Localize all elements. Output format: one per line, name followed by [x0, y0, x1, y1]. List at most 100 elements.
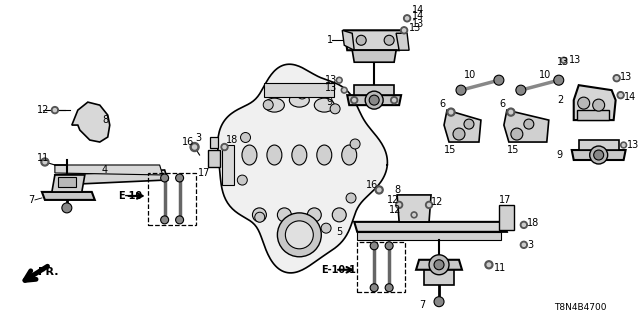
Text: 14: 14: [412, 11, 424, 21]
Circle shape: [622, 144, 625, 146]
Polygon shape: [416, 260, 462, 270]
Circle shape: [341, 87, 348, 93]
Text: 16: 16: [366, 180, 378, 190]
Text: E-10-1: E-10-1: [321, 265, 356, 275]
Circle shape: [385, 242, 393, 250]
Text: 6: 6: [499, 99, 505, 109]
Polygon shape: [577, 110, 609, 120]
Text: E-10: E-10: [118, 191, 142, 201]
Circle shape: [428, 203, 431, 206]
Circle shape: [447, 108, 455, 116]
Circle shape: [330, 104, 340, 114]
Circle shape: [255, 212, 265, 222]
Polygon shape: [209, 137, 218, 148]
Circle shape: [336, 77, 342, 83]
Polygon shape: [424, 270, 454, 285]
Polygon shape: [352, 50, 396, 62]
Polygon shape: [579, 140, 619, 150]
Text: T8N4B4700: T8N4B4700: [554, 303, 606, 312]
Circle shape: [287, 230, 296, 240]
Circle shape: [615, 76, 618, 80]
Circle shape: [62, 203, 72, 213]
Circle shape: [392, 99, 396, 102]
Text: 10: 10: [464, 70, 476, 80]
Circle shape: [509, 110, 513, 114]
Circle shape: [593, 99, 605, 111]
Polygon shape: [397, 195, 431, 222]
Polygon shape: [396, 33, 409, 50]
Circle shape: [522, 243, 525, 246]
Polygon shape: [499, 205, 514, 230]
Polygon shape: [58, 177, 76, 187]
Ellipse shape: [267, 145, 282, 165]
Text: 14: 14: [412, 5, 424, 15]
Ellipse shape: [314, 98, 334, 112]
Text: 13: 13: [409, 23, 421, 33]
Circle shape: [594, 150, 604, 160]
Text: 14: 14: [623, 92, 636, 102]
Circle shape: [369, 95, 379, 105]
Circle shape: [378, 188, 381, 192]
Circle shape: [578, 97, 589, 109]
Ellipse shape: [292, 145, 307, 165]
Circle shape: [41, 158, 49, 166]
Circle shape: [43, 160, 47, 164]
Text: 9: 9: [557, 150, 563, 160]
Bar: [148, 173, 196, 225]
Circle shape: [237, 175, 247, 185]
Text: 3: 3: [196, 133, 202, 143]
Circle shape: [263, 100, 273, 110]
Circle shape: [356, 35, 366, 45]
Polygon shape: [221, 145, 234, 185]
Circle shape: [397, 203, 401, 206]
Circle shape: [404, 15, 411, 22]
Polygon shape: [264, 83, 334, 97]
Circle shape: [589, 146, 607, 164]
Text: 13: 13: [325, 83, 337, 93]
Text: 15: 15: [444, 145, 456, 155]
Circle shape: [487, 263, 491, 267]
Polygon shape: [572, 150, 626, 160]
Text: 16: 16: [182, 137, 194, 147]
Circle shape: [434, 297, 444, 307]
Ellipse shape: [332, 208, 346, 222]
Circle shape: [285, 221, 314, 249]
Polygon shape: [55, 170, 168, 185]
Polygon shape: [344, 30, 402, 50]
Text: 13: 13: [569, 55, 581, 65]
Text: 13: 13: [557, 57, 569, 67]
Circle shape: [161, 174, 168, 182]
Circle shape: [453, 128, 465, 140]
Circle shape: [390, 97, 397, 104]
Circle shape: [522, 223, 525, 227]
Circle shape: [190, 142, 199, 151]
Circle shape: [297, 89, 307, 99]
Circle shape: [223, 146, 226, 148]
Bar: [357, 242, 405, 292]
Text: 18: 18: [527, 218, 539, 228]
Text: 2: 2: [557, 95, 563, 105]
Text: 15: 15: [507, 145, 519, 155]
Polygon shape: [504, 110, 548, 142]
Circle shape: [175, 216, 184, 224]
Circle shape: [385, 284, 393, 292]
Circle shape: [511, 128, 523, 140]
Text: 9: 9: [326, 97, 332, 107]
Circle shape: [193, 145, 196, 149]
Circle shape: [370, 242, 378, 250]
Ellipse shape: [307, 208, 321, 222]
Circle shape: [561, 57, 567, 63]
Circle shape: [617, 92, 624, 99]
Polygon shape: [52, 175, 85, 192]
Polygon shape: [444, 110, 481, 142]
Circle shape: [520, 221, 527, 228]
Circle shape: [51, 107, 58, 114]
Circle shape: [396, 201, 403, 208]
Text: 12: 12: [431, 197, 444, 207]
Text: 10: 10: [539, 70, 551, 80]
Ellipse shape: [252, 208, 266, 222]
Polygon shape: [348, 95, 401, 105]
Circle shape: [413, 213, 415, 216]
Circle shape: [507, 108, 515, 116]
Text: 17: 17: [499, 195, 511, 205]
